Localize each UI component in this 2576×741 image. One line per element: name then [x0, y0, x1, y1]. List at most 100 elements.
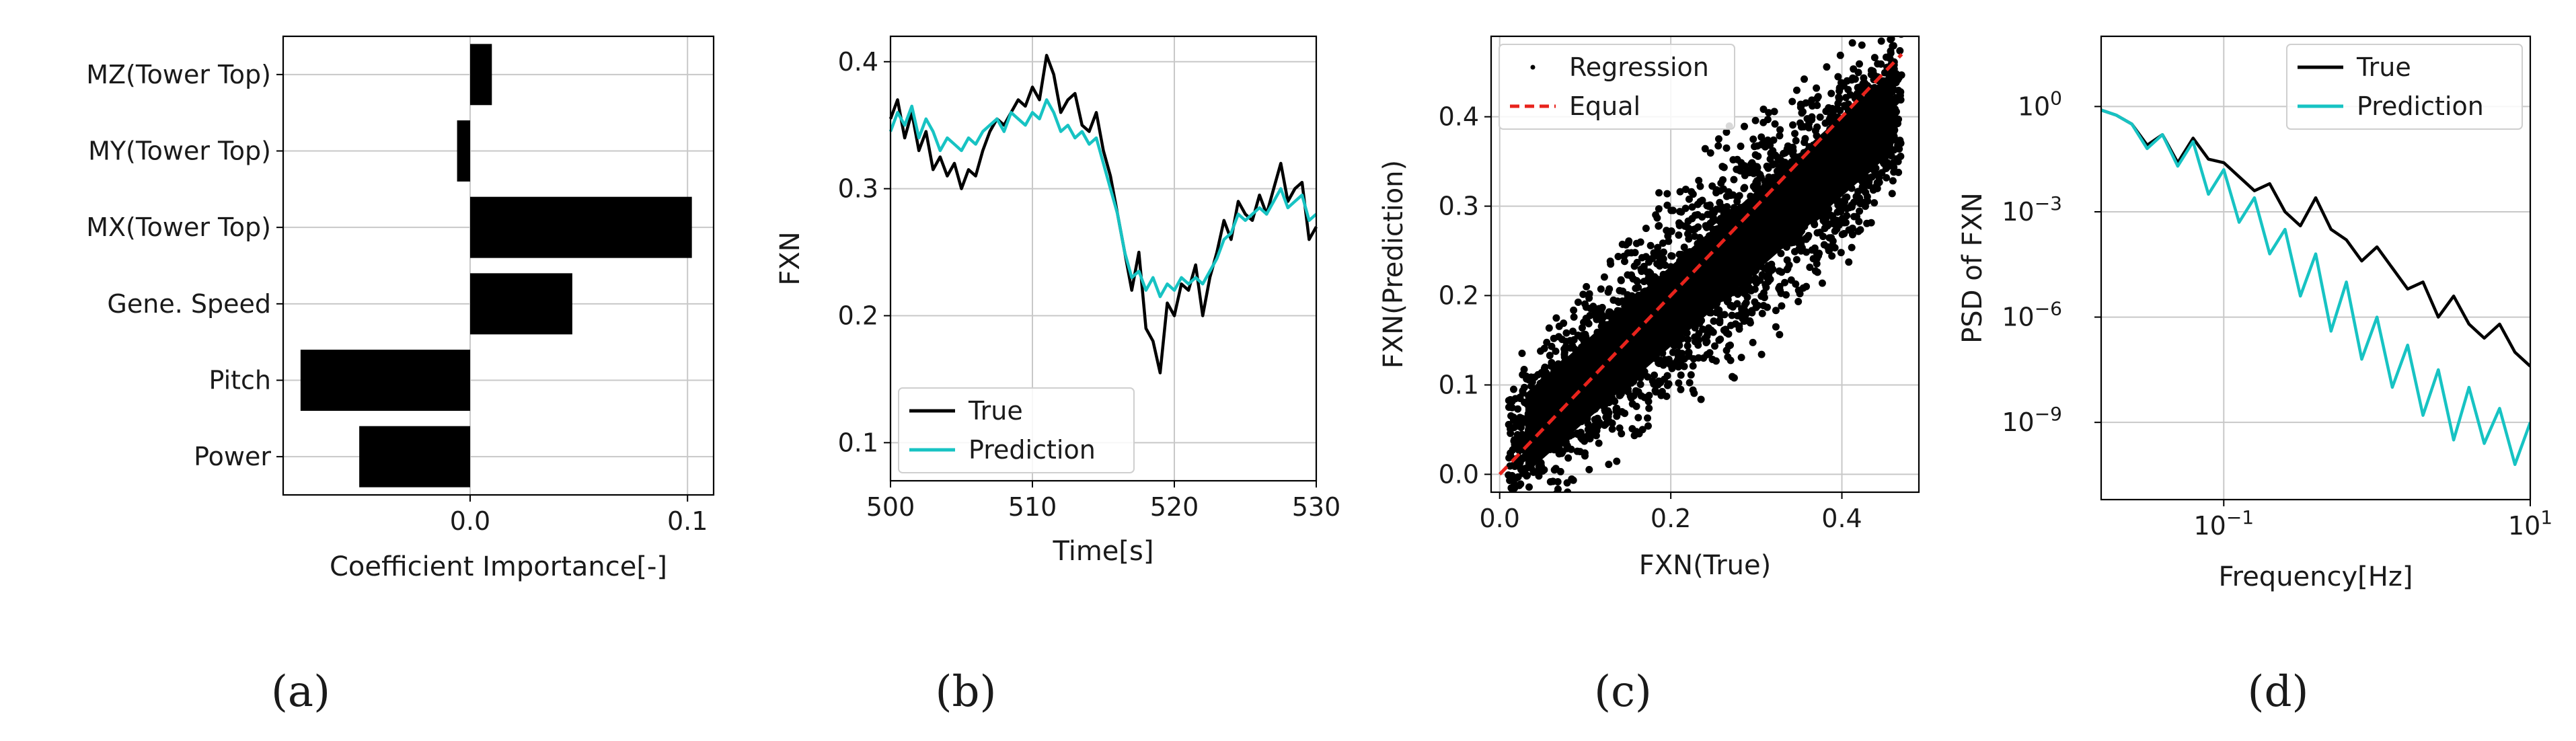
chart-c-point	[1505, 471, 1513, 479]
chart-c-point	[1668, 252, 1676, 260]
chart-c-point	[1585, 465, 1593, 473]
chart-c-point	[1626, 392, 1634, 400]
chart-a-xlabel: Coefficient Importance[-]	[330, 551, 667, 582]
chart-d-legend-label: Prediction	[2357, 91, 2484, 121]
chart-a-frame	[282, 35, 715, 496]
chart-c-point	[1525, 483, 1533, 491]
chart-c-point	[1843, 77, 1851, 85]
chart-c-point	[1607, 260, 1615, 268]
chart-c-point	[1759, 105, 1768, 113]
chart-d-legend-label: True	[2356, 52, 2411, 82]
chart-c-point	[1722, 346, 1731, 354]
chart-c-point	[1675, 342, 1683, 350]
chart-c-point	[1566, 337, 1574, 345]
chart-c-point	[1803, 234, 1811, 242]
chart-c-point	[1545, 324, 1553, 332]
chart-c-point	[1703, 223, 1711, 231]
chart-c-point	[1655, 222, 1663, 230]
chart-c-point	[1659, 248, 1667, 256]
chart-c-point	[1725, 330, 1733, 338]
chart-c-point	[1727, 321, 1735, 329]
chart-b-ylabel: FXN	[775, 231, 806, 285]
chart-d-y-tick-label: 10−6	[2002, 298, 2062, 332]
chart-c-point	[1519, 500, 1527, 507]
chart-c-point	[1877, 60, 1885, 68]
chart-c-point	[1505, 397, 1513, 405]
chart-c-point	[1581, 452, 1589, 460]
chart-b: 500 510 520 530 0.1 0.2 0.3 0.4 True Prediction Ti…	[775, 35, 1340, 567]
chart-c-point	[1848, 231, 1856, 239]
chart-c-point	[1850, 65, 1858, 73]
chart-a-y-tick-label: Gene. Speed	[107, 289, 271, 319]
chart-c-point	[1704, 210, 1712, 219]
chart-a-y-tick-label: MX(Tower Top)	[86, 212, 271, 242]
chart-c-point	[1576, 448, 1584, 456]
chart-c-point	[1833, 225, 1841, 233]
chart-c-point	[1554, 485, 1562, 492]
chart-c-point	[1757, 133, 1766, 141]
chart-c-point	[1722, 144, 1731, 152]
chart-c-point	[1578, 324, 1586, 332]
chart-c-point	[1563, 444, 1571, 453]
chart-c-point	[1618, 430, 1626, 438]
chart-c-point	[1800, 123, 1808, 131]
chart-c-point	[1757, 292, 1766, 301]
chart-c-x-tick-label: 0.0	[1480, 504, 1520, 533]
chart-c-point	[1808, 96, 1816, 104]
chart-a-bar	[469, 273, 572, 335]
chart-c-point	[1546, 352, 1554, 360]
chart-c-point	[1740, 184, 1748, 192]
chart-c-point	[1613, 404, 1621, 412]
chart-c-point	[1579, 290, 1587, 299]
chart-c-point	[1541, 363, 1549, 371]
chart-c-point	[1605, 309, 1613, 317]
chart-c-y-tick-label: 0.0	[1439, 459, 1479, 489]
chart-c-point	[1675, 231, 1683, 239]
chart-c-point	[1737, 354, 1745, 362]
chart-c-point	[1634, 414, 1642, 422]
chart-c-point	[1792, 86, 1801, 94]
chart-c-point	[1733, 198, 1741, 206]
chart-c-point	[1860, 186, 1868, 194]
panel-label-d: (d)	[2248, 667, 2309, 717]
chart-a-bar	[457, 120, 470, 182]
chart-c-point	[1728, 311, 1736, 319]
chart-c-point	[1748, 309, 1756, 317]
chart-c-point	[1684, 217, 1692, 225]
chart-c-point	[1685, 195, 1693, 203]
chart-c-point	[1520, 366, 1528, 374]
chart-c-point	[1663, 190, 1671, 198]
chart-c-point	[1797, 247, 1805, 255]
chart-c-point	[1892, 70, 1900, 78]
chart-c-point	[1733, 300, 1741, 308]
chart-c-point	[1852, 192, 1860, 200]
chart-c-point	[1834, 73, 1842, 81]
chart-c-point	[1616, 391, 1624, 399]
chart-c-point	[1564, 488, 1572, 492]
chart-c-point	[1665, 380, 1673, 388]
chart-c-point	[1644, 258, 1653, 266]
chart-c-point	[1642, 225, 1650, 233]
chart-c-point	[1714, 142, 1722, 150]
chart-c-point	[1762, 283, 1770, 291]
chart-c-point	[1517, 414, 1525, 422]
chart-c-y-tick-label: 0.1	[1439, 370, 1479, 399]
chart-c-point	[1808, 246, 1816, 254]
chart-c-point	[1554, 477, 1562, 485]
chart-c-point	[1570, 313, 1578, 321]
chart-a-bar	[359, 426, 470, 488]
chart-c-point	[1663, 227, 1671, 235]
chart-c-point	[1636, 238, 1644, 246]
chart-c-point	[1675, 250, 1683, 258]
chart-c-point	[1582, 303, 1590, 311]
chart-c-point	[1602, 420, 1610, 428]
chart-c-ylabel: FXN(Prediction)	[1378, 160, 1409, 368]
chart-c-point	[1787, 276, 1795, 284]
chart-c-point	[1816, 113, 1824, 121]
chart-c-point	[1644, 373, 1652, 381]
chart-c-point	[1694, 341, 1702, 349]
chart-c-point	[1703, 338, 1711, 346]
chart-c-point	[1822, 214, 1830, 223]
chart-c-point	[1717, 179, 1725, 187]
chart-c-point	[1735, 192, 1743, 200]
